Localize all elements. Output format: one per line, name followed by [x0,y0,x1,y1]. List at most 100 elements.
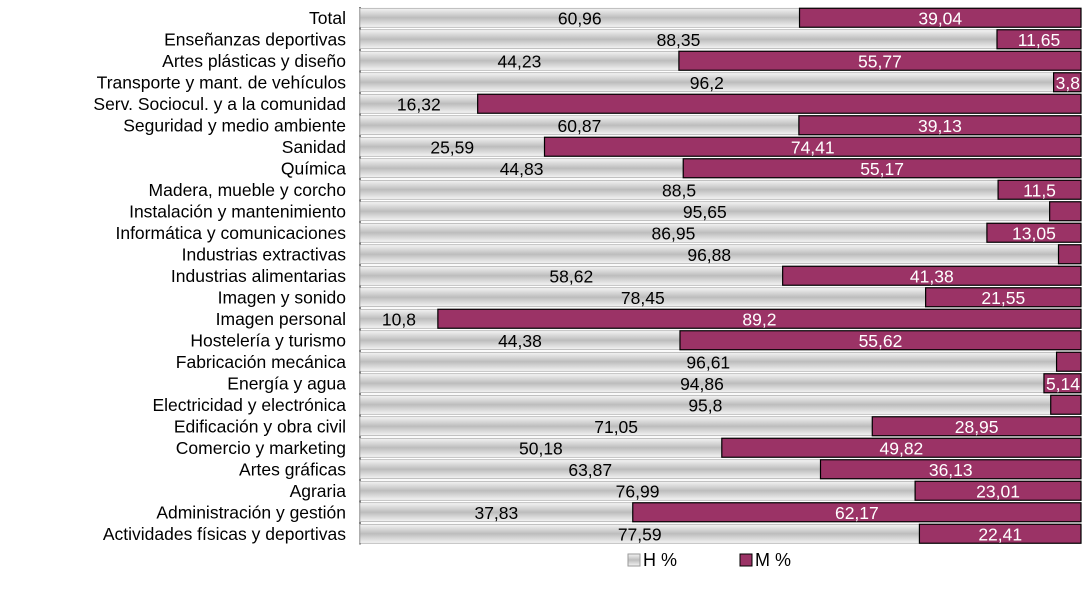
data-label-m: 28,95 [955,417,999,437]
data-label-m: 36,13 [929,460,973,480]
data-label-m: 55,17 [860,159,904,179]
data-label-m: 62,17 [835,503,879,523]
data-label-h: 37,83 [474,503,518,523]
category-label: Instalación y mantenimiento [129,201,346,221]
data-label-m: 3,8 [1056,73,1080,93]
legend-swatch-m [739,553,753,567]
bar-m [819,459,1082,480]
data-label-h: 71,05 [594,417,638,437]
bar-m [682,158,1082,179]
bar-m [1050,394,1082,415]
bar-m [632,502,1082,523]
bar-m [678,50,1082,71]
category-label: Fabricación mecánica [176,352,346,372]
bar-m [1055,351,1082,372]
data-label-m: 23,01 [976,481,1020,501]
bar-m [1043,373,1082,394]
data-label-m: 5,14 [1046,374,1080,394]
category-label: Transporte y mant. de vehículos [97,72,347,92]
category-label: Agraria [290,481,347,501]
bar-m [721,437,1082,458]
category-label: Química [281,158,346,178]
category-label: Artes gráficas [239,459,346,479]
data-label-h: 78,45 [621,288,665,308]
data-label-h: 60,87 [558,116,602,136]
category-label: Imagen y sonido [218,287,346,307]
category-label: Actividades físicas y deportivas [103,524,346,544]
data-label-h: 95,65 [683,202,727,222]
data-label-h: 96,2 [690,73,724,93]
category-label: Artes plásticas y diseño [162,51,346,71]
category-label: Total [309,8,346,28]
category-label: Energía y agua [227,373,346,393]
bar-m [996,29,1082,50]
bar-m [918,523,1082,544]
data-label-h: 88,35 [657,30,701,50]
category-label: Comercio y marketing [176,438,346,458]
data-label-h: 76,99 [616,481,660,501]
category-label: Electricidad y electrónica [152,395,346,415]
bar-m [871,416,1082,437]
data-label-m: 21,55 [981,288,1025,308]
data-label-h: 95,8 [688,395,722,415]
data-label-m: 55,77 [858,51,902,71]
category-label: Industrias extractivas [182,244,347,264]
category-label: Edificación y obra civil [174,416,346,436]
data-label-h: 77,59 [618,524,662,544]
bar-m [914,480,1082,501]
data-label-m: 11,5 [1023,180,1056,200]
data-label-h: 44,23 [498,51,542,71]
data-label-h: 96,88 [687,245,731,265]
category-label: Enseñanzas deportivas [164,29,346,49]
data-label-m: 39,04 [918,8,962,28]
data-label-m: 22,41 [978,524,1022,544]
data-label-m: 41,38 [910,266,954,286]
bars-layer: 60,96 39,04 88,35 11,65 44,23 55,77 96,2 3,8 16,… [359,7,1082,545]
data-label-h: 94,86 [680,374,724,394]
category-label: Madera, mueble y corcho [149,180,346,200]
category-label: Hostelería y turismo [190,330,346,350]
data-label-h: 86,95 [652,223,696,243]
category-label: Imagen personal [216,309,346,329]
bar-m [477,93,1082,114]
bar-m [986,222,1082,243]
data-label-m: 49,82 [880,438,924,458]
data-label-m: 74,41 [791,137,835,157]
bar-m [997,179,1082,200]
category-label: Sanidad [282,137,346,157]
data-label-h: 88,5 [662,180,696,200]
data-label-h: 44,38 [498,331,542,351]
data-label-m: 89,2 [742,309,776,329]
data-label-h: 44,83 [500,159,544,179]
data-label-h: 25,59 [430,137,474,157]
bar-m [679,330,1082,351]
data-label-m: 55,62 [859,331,903,351]
bar-m [1057,244,1082,265]
bar-m [782,265,1082,286]
bar-m [543,136,1082,157]
bar-m [798,115,1082,136]
data-label-m: 11,65 [1018,30,1061,50]
category-label: Serv. Sociocul. y a la comunidad [93,94,346,114]
legend-swatch-h [627,553,641,567]
data-label-h: 10,8 [382,309,416,329]
legend-label-h: H % [643,550,677,570]
data-label-m: 39,13 [918,116,962,136]
data-label-h: 60,96 [558,8,602,28]
category-label: Administración y gestión [156,502,346,522]
data-label-h: 58,62 [549,266,593,286]
legend: H % M % [627,550,791,570]
bar-m [798,7,1082,28]
data-label-h: 50,18 [519,438,563,458]
legend-label-m: M % [755,550,791,570]
bar-m [1053,72,1082,93]
data-label-h: 16,32 [397,94,441,114]
bar-m [437,308,1082,329]
category-label: Informática y comunicaciones [115,223,346,243]
data-label-h: 63,87 [568,460,612,480]
category-label: Industrias alimentarias [171,266,346,286]
data-label-m: 13,05 [1012,223,1056,243]
